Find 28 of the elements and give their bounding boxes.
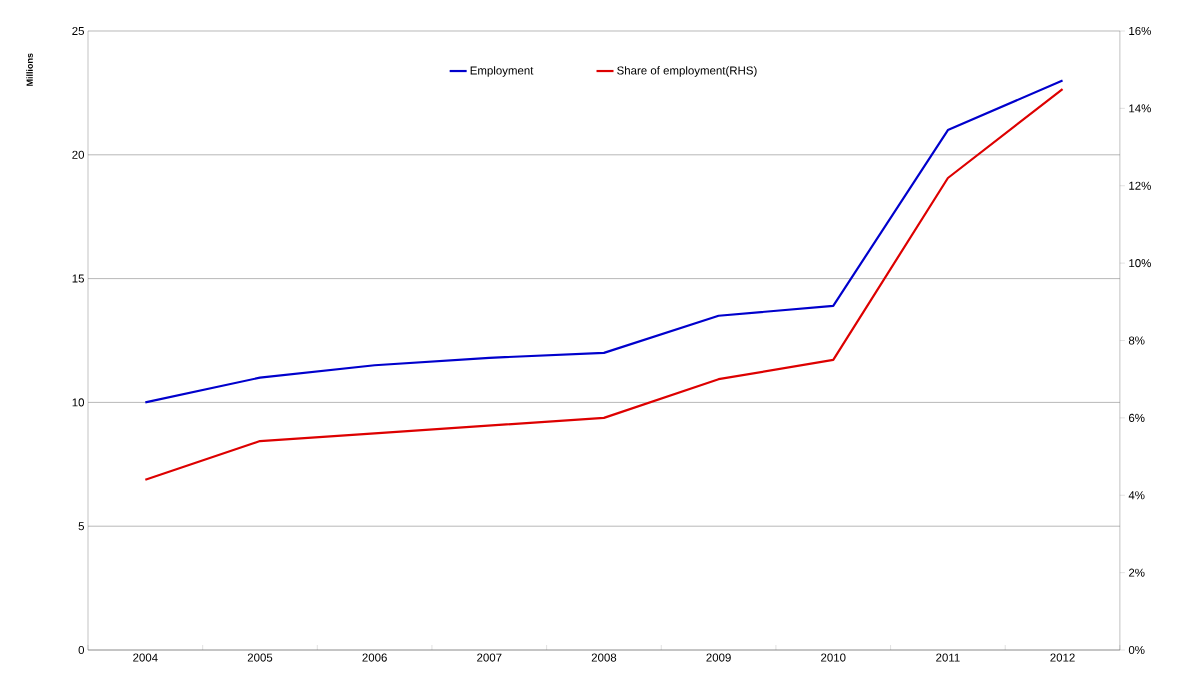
y2-tick-label: 14% (1129, 104, 1151, 113)
x-tick-label: 2011 (936, 653, 960, 662)
x-tick-label: 2006 (362, 653, 387, 662)
legend-label: Share of employment(RHS) (617, 66, 757, 77)
y-tick-label: 20 (72, 150, 85, 159)
y-tick-label: 15 (72, 274, 84, 283)
y-axis-title: Millions (26, 53, 33, 86)
y2-tick-label: 0% (1128, 645, 1145, 655)
legend-label: Employment (470, 66, 534, 77)
line-series (144, 79, 1064, 404)
y2-tick-label: 4% (1128, 491, 1145, 500)
x-tick-label: 2007 (477, 653, 502, 662)
y2-tick-label: 12% (1129, 181, 1151, 190)
x-tick-label: 2012 (1050, 653, 1075, 662)
x-tick-label: 2004 (133, 653, 158, 662)
y-tick-label: 0 (78, 645, 85, 655)
x-tick-label: 2005 (247, 653, 273, 662)
y-tick-label: 5 (78, 522, 84, 531)
y2-tick-label: 6% (1128, 413, 1145, 422)
x-tick-label: 2009 (706, 653, 731, 662)
y2-tick-label: 2% (1128, 568, 1145, 577)
y2-tick-label: 10% (1129, 259, 1151, 268)
y-tick-label: 10 (72, 398, 85, 407)
y2-tick-label: 16% (1129, 26, 1151, 36)
y-tick-label: 25 (72, 26, 84, 36)
x-tick-label: 2008 (591, 653, 617, 662)
y2-tick-label: 8% (1128, 336, 1145, 345)
x-tick-label: 2010 (821, 653, 846, 662)
